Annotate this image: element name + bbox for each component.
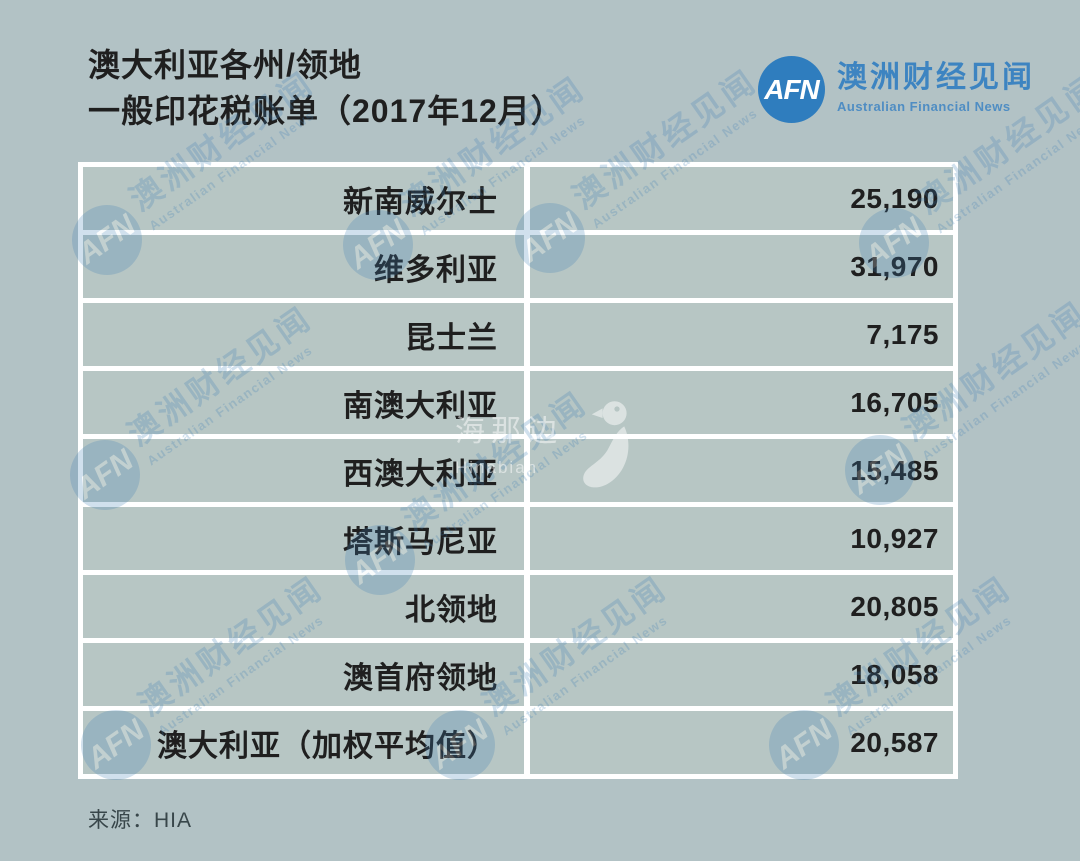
table-row: 北领地 20,805 [83, 575, 953, 638]
table-row: 南澳大利亚 16,705 [83, 371, 953, 434]
stamp-duty-table: 新南威尔士 25,190 维多利亚 31,970 昆士兰 7,175 南澳大利亚… [78, 162, 958, 779]
table-row: 塔斯马尼亚 10,927 [83, 507, 953, 570]
page-title: 澳大利亚各州/领地 一般印花税账单（2017年12月） [88, 42, 564, 134]
state-label: 南澳大利亚 [83, 371, 524, 434]
table-row: 澳大利亚（加权平均值） 20,587 [83, 711, 953, 774]
state-label: 西澳大利亚 [83, 439, 524, 502]
state-label: 澳首府领地 [83, 643, 524, 706]
stamp-duty-value: 18,058 [530, 643, 953, 706]
afn-logo-name-en: Australian Financial News [837, 99, 1011, 114]
state-label: 新南威尔士 [83, 167, 524, 230]
stamp-duty-value: 10,927 [530, 507, 953, 570]
stamp-duty-value: 20,805 [530, 575, 953, 638]
stamp-duty-value: 15,485 [530, 439, 953, 502]
stamp-duty-value: 7,175 [530, 303, 953, 366]
table-row: 澳首府领地 18,058 [83, 643, 953, 706]
state-label: 北领地 [83, 575, 524, 638]
page-title-line1: 澳大利亚各州/领地 [88, 47, 362, 83]
afn-logo-icon: AFN [758, 56, 825, 123]
stamp-duty-value: 31,970 [530, 235, 953, 298]
table-row: 昆士兰 7,175 [83, 303, 953, 366]
state-label: 昆士兰 [83, 303, 524, 366]
afn-logo-text: 澳洲财经见闻 Australian Financial News [837, 56, 1035, 115]
afn-logo-name-zh: 澳洲财经见闻 [837, 61, 1035, 94]
stamp-duty-value: 25,190 [530, 167, 953, 230]
table-row: 新南威尔士 25,190 [83, 167, 953, 230]
stamp-duty-value: 20,587 [530, 711, 953, 774]
source-note: 来源：HIA [88, 809, 193, 832]
state-label: 塔斯马尼亚 [83, 507, 524, 570]
table-row: 西澳大利亚 15,485 [83, 439, 953, 502]
state-label: 维多利亚 [83, 235, 524, 298]
page-title-line2: 一般印花税账单（2017年12月） [88, 93, 564, 129]
state-label: 澳大利亚（加权平均值） [83, 711, 524, 774]
afn-logo-abbr: AFN [764, 73, 820, 105]
afn-logo: AFN 澳洲财经见闻 Australian Financial News [758, 56, 1035, 123]
stamp-duty-value: 16,705 [530, 371, 953, 434]
table-row: 维多利亚 31,970 [83, 235, 953, 298]
